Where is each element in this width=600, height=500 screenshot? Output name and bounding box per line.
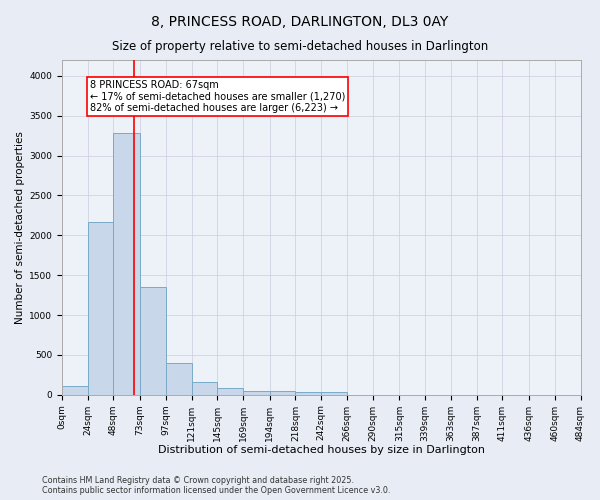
Text: Contains HM Land Registry data © Crown copyright and database right 2025.
Contai: Contains HM Land Registry data © Crown c… (42, 476, 391, 495)
Text: Size of property relative to semi-detached houses in Darlington: Size of property relative to semi-detach… (112, 40, 488, 53)
Text: 8, PRINCESS ROAD, DARLINGTON, DL3 0AY: 8, PRINCESS ROAD, DARLINGTON, DL3 0AY (151, 15, 449, 29)
Bar (191, 382, 217, 394)
X-axis label: Distribution of semi-detached houses by size in Darlington: Distribution of semi-detached houses by … (158, 445, 485, 455)
Bar (270, 391, 295, 394)
Y-axis label: Number of semi-detached properties: Number of semi-detached properties (15, 131, 25, 324)
Bar (295, 392, 321, 394)
Bar (62, 386, 88, 394)
Bar (166, 363, 191, 394)
Bar (113, 132, 140, 394)
Bar (140, 287, 166, 395)
Bar (321, 392, 347, 394)
Bar (88, 222, 113, 394)
Bar (243, 391, 270, 394)
Text: 8 PRINCESS ROAD: 67sqm
← 17% of semi-detached houses are smaller (1,270)
82% of : 8 PRINCESS ROAD: 67sqm ← 17% of semi-det… (90, 80, 345, 113)
Bar (217, 388, 243, 394)
